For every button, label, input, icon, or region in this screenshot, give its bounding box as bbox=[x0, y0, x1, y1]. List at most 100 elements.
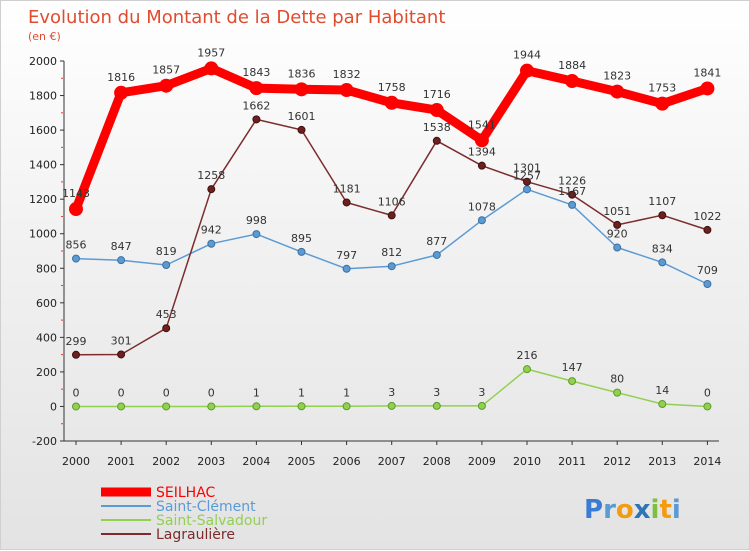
data-label: 3 bbox=[433, 386, 440, 399]
data-point bbox=[342, 402, 351, 411]
x-tick-label: 2009 bbox=[468, 455, 496, 468]
data-label: 0 bbox=[208, 386, 215, 399]
data-point bbox=[72, 402, 80, 411]
data-point bbox=[523, 185, 531, 194]
x-tick-label: 2013 bbox=[648, 455, 676, 468]
data-label: 1051 bbox=[603, 205, 631, 218]
data-label: 14 bbox=[655, 384, 669, 397]
data-point bbox=[523, 177, 531, 186]
data-point bbox=[162, 402, 171, 411]
data-point bbox=[207, 402, 216, 411]
data-label: 1957 bbox=[197, 46, 225, 59]
logo-letter: t bbox=[659, 495, 671, 525]
y-tick-label: 600 bbox=[36, 297, 57, 310]
data-point bbox=[294, 82, 309, 97]
data-label: 3 bbox=[478, 386, 485, 399]
data-label: 1538 bbox=[423, 121, 451, 134]
data-point bbox=[613, 243, 622, 252]
data-point bbox=[568, 190, 577, 199]
data-label: 709 bbox=[697, 264, 718, 277]
data-point bbox=[520, 63, 534, 78]
data-point bbox=[700, 81, 715, 96]
data-point bbox=[207, 185, 216, 194]
data-label: 942 bbox=[201, 224, 222, 237]
data-label: 1601 bbox=[288, 110, 316, 123]
data-label: 1181 bbox=[333, 182, 361, 195]
data-point bbox=[568, 377, 577, 386]
data-label: 1841 bbox=[693, 66, 721, 79]
data-point bbox=[297, 125, 306, 134]
logo-letter: o bbox=[616, 495, 634, 525]
y-tick-label: 0 bbox=[50, 400, 57, 413]
data-point bbox=[162, 260, 171, 269]
data-point bbox=[252, 402, 261, 411]
data-point bbox=[474, 133, 489, 148]
data-label: 819 bbox=[156, 245, 177, 258]
data-point bbox=[297, 247, 306, 256]
data-label: 80 bbox=[610, 373, 624, 386]
data-point bbox=[703, 279, 712, 288]
y-tick-label: 1000 bbox=[29, 228, 57, 241]
data-label: 1167 bbox=[558, 185, 586, 198]
data-label: 1832 bbox=[333, 68, 361, 81]
data-point bbox=[477, 161, 486, 170]
legend-label: SEILHAC bbox=[156, 485, 216, 501]
data-label: 1107 bbox=[648, 195, 676, 208]
data-label: 0 bbox=[118, 386, 125, 399]
data-label: 0 bbox=[73, 386, 80, 399]
data-label: 147 bbox=[562, 361, 583, 374]
data-label: 1753 bbox=[648, 82, 676, 95]
data-point bbox=[117, 402, 126, 411]
x-tick-label: 2002 bbox=[152, 455, 180, 468]
data-point bbox=[658, 258, 667, 267]
x-tick-label: 2007 bbox=[378, 455, 406, 468]
data-point bbox=[339, 83, 354, 98]
data-point bbox=[565, 74, 580, 89]
data-point bbox=[69, 202, 83, 217]
data-label: 895 bbox=[291, 232, 312, 245]
data-label: 453 bbox=[156, 308, 177, 321]
data-point bbox=[523, 365, 531, 374]
x-tick-label: 2001 bbox=[107, 455, 135, 468]
data-point bbox=[387, 262, 396, 271]
data-label: 1 bbox=[343, 386, 350, 399]
data-point bbox=[207, 239, 216, 248]
data-label: 0 bbox=[163, 386, 170, 399]
data-label: 856 bbox=[66, 239, 87, 252]
data-point bbox=[477, 216, 486, 225]
data-point bbox=[432, 401, 441, 410]
data-label: 1258 bbox=[197, 169, 225, 182]
x-tick-label: 2006 bbox=[333, 455, 361, 468]
data-point bbox=[159, 78, 174, 93]
logo-letter: x bbox=[634, 495, 651, 525]
data-point bbox=[297, 402, 306, 411]
x-tick-label: 2008 bbox=[423, 455, 451, 468]
x-tick-label: 2003 bbox=[197, 455, 225, 468]
data-label: 1816 bbox=[107, 71, 135, 84]
data-point bbox=[117, 256, 126, 265]
data-point bbox=[477, 401, 486, 410]
y-tick-label: -200 bbox=[32, 435, 57, 448]
y-tick-label: 800 bbox=[36, 262, 57, 275]
logo-letter: r bbox=[603, 495, 616, 525]
data-point bbox=[384, 95, 399, 110]
x-tick-label: 2004 bbox=[242, 455, 270, 468]
data-label: 299 bbox=[66, 335, 87, 348]
data-label: 1662 bbox=[242, 99, 270, 112]
data-label: 1143 bbox=[62, 187, 90, 200]
y-tick-label: 1400 bbox=[29, 159, 57, 172]
series-layer bbox=[69, 61, 715, 411]
data-point bbox=[658, 211, 667, 220]
data-label: 877 bbox=[426, 235, 447, 248]
y-tick-label: 1600 bbox=[29, 124, 57, 137]
data-label: 1716 bbox=[423, 88, 451, 101]
data-point bbox=[658, 400, 667, 409]
data-point bbox=[162, 324, 171, 333]
data-label: 3 bbox=[388, 386, 395, 399]
logo-letter: i bbox=[651, 495, 660, 525]
legend: SEILHACSaint-ClémentSaint-SalvadourLagra… bbox=[101, 485, 267, 543]
data-point bbox=[342, 198, 351, 207]
data-point bbox=[432, 250, 441, 259]
